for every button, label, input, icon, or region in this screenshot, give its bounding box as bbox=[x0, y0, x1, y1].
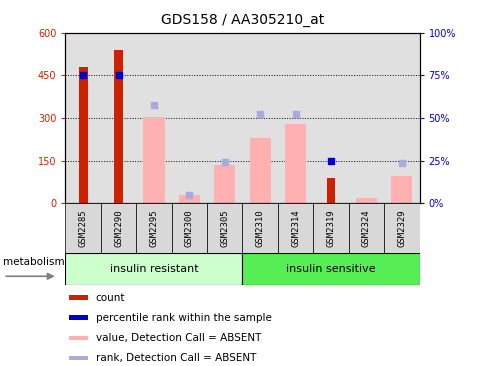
Text: GSM2300: GSM2300 bbox=[184, 209, 194, 247]
Bar bbox=[69, 315, 88, 320]
Bar bbox=[171, 203, 207, 253]
Bar bbox=[143, 117, 164, 203]
Bar bbox=[277, 203, 313, 253]
Bar bbox=[101, 203, 136, 253]
Bar bbox=[391, 176, 411, 203]
Text: GSM2324: GSM2324 bbox=[361, 209, 370, 247]
Bar bbox=[242, 203, 277, 253]
Bar bbox=[65, 253, 242, 285]
Text: GDS158 / AA305210_at: GDS158 / AA305210_at bbox=[161, 13, 323, 27]
Text: insulin sensitive: insulin sensitive bbox=[286, 264, 375, 274]
Text: GSM2295: GSM2295 bbox=[149, 209, 158, 247]
Bar bbox=[69, 295, 88, 300]
Text: insulin resistant: insulin resistant bbox=[109, 264, 198, 274]
Bar bbox=[69, 336, 88, 340]
Text: GSM2310: GSM2310 bbox=[255, 209, 264, 247]
Text: GSM2305: GSM2305 bbox=[220, 209, 229, 247]
Bar bbox=[207, 203, 242, 253]
Bar bbox=[348, 203, 383, 253]
Bar bbox=[179, 195, 199, 203]
Text: GSM2319: GSM2319 bbox=[326, 209, 335, 247]
Bar bbox=[313, 203, 348, 253]
Bar bbox=[214, 165, 235, 203]
Text: GSM2285: GSM2285 bbox=[78, 209, 88, 247]
Bar bbox=[383, 203, 419, 253]
Bar bbox=[114, 50, 123, 203]
Text: metabolism: metabolism bbox=[3, 257, 65, 267]
Bar bbox=[136, 203, 171, 253]
Text: count: count bbox=[95, 292, 125, 303]
Bar bbox=[285, 124, 305, 203]
Text: GSM2290: GSM2290 bbox=[114, 209, 123, 247]
Bar bbox=[326, 178, 335, 203]
Text: rank, Detection Call = ABSENT: rank, Detection Call = ABSENT bbox=[95, 353, 256, 363]
Text: GSM2314: GSM2314 bbox=[290, 209, 300, 247]
Text: value, Detection Call = ABSENT: value, Detection Call = ABSENT bbox=[95, 333, 260, 343]
Bar bbox=[65, 203, 101, 253]
Bar bbox=[69, 356, 88, 360]
Text: percentile rank within the sample: percentile rank within the sample bbox=[95, 313, 271, 323]
Bar bbox=[249, 138, 270, 203]
Text: GSM2329: GSM2329 bbox=[396, 209, 406, 247]
Bar bbox=[78, 67, 88, 203]
Bar bbox=[242, 253, 419, 285]
Bar bbox=[355, 198, 376, 203]
